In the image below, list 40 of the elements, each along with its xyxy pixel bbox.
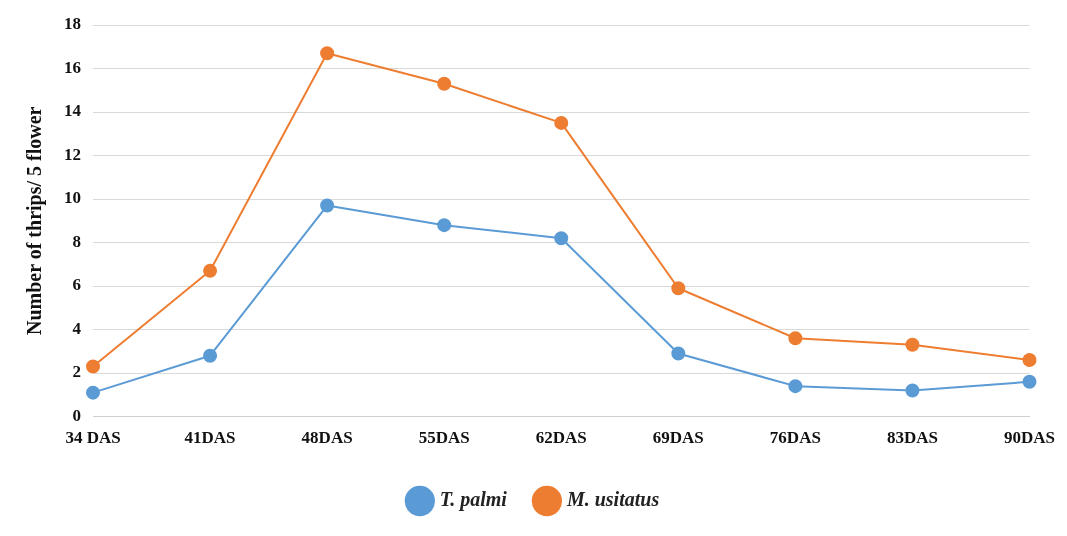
point [905,383,920,398]
point [203,263,218,278]
point [788,331,803,346]
point [554,115,569,130]
y-tick-label: 6 [72,275,81,295]
y-tick-label: 14 [64,101,82,121]
point [437,76,452,91]
y-tick-label: 18 [64,14,81,34]
y-tick-label: 8 [72,231,81,251]
point [203,348,218,363]
point [671,281,686,296]
x-tick-label: 55DAS [418,428,470,448]
point [905,337,920,352]
point [1022,353,1037,368]
x-tick-label: 48DAS [301,428,353,448]
y-tick-label: 4 [72,318,82,338]
point [554,231,569,246]
y-tick-label: 10 [64,188,81,208]
y-tick-label: 2 [72,362,81,382]
x-tick-label: 69DAS [652,428,704,448]
x-tick-label: 76DAS [769,428,821,448]
legend-label: M. usitatus [565,488,660,511]
point [86,359,100,374]
point [86,385,100,400]
y-tick-label: 12 [64,144,81,164]
point [1022,374,1037,389]
x-tick-label: 41DAS [184,428,236,448]
point [437,218,452,233]
x-tick-label: 34 DAS [65,428,121,448]
y-tick-label: 0 [72,405,81,425]
x-tick-label: 62DAS [535,428,587,448]
point [671,346,686,361]
y-tick-label: 16 [64,57,81,77]
legend-label: T. palmi [439,488,508,512]
y-axis-title: Number of thrips/ 5 flower [23,106,47,336]
x-tick-label: 83DAS [886,428,938,448]
x-tick-label: 90DAS [1003,428,1055,448]
point [788,379,803,394]
point [320,46,335,61]
point [320,198,335,213]
